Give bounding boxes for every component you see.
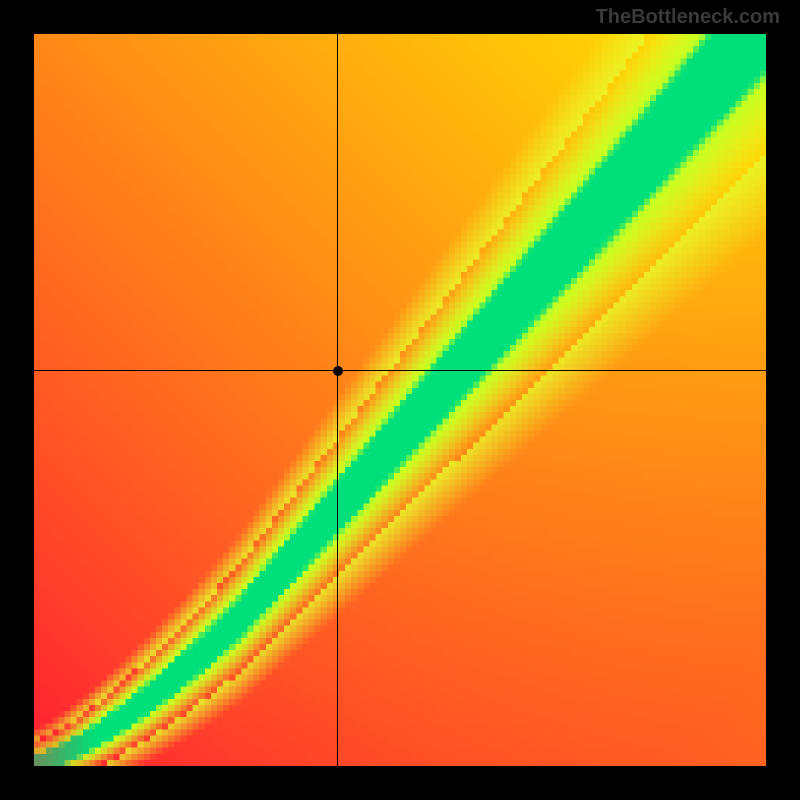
crosshair-marker bbox=[333, 366, 343, 376]
watermark-text: TheBottleneck.com bbox=[596, 6, 780, 29]
crosshair-vertical bbox=[337, 34, 338, 766]
crosshair-horizontal bbox=[34, 370, 766, 371]
bottleneck-heatmap bbox=[34, 34, 766, 766]
